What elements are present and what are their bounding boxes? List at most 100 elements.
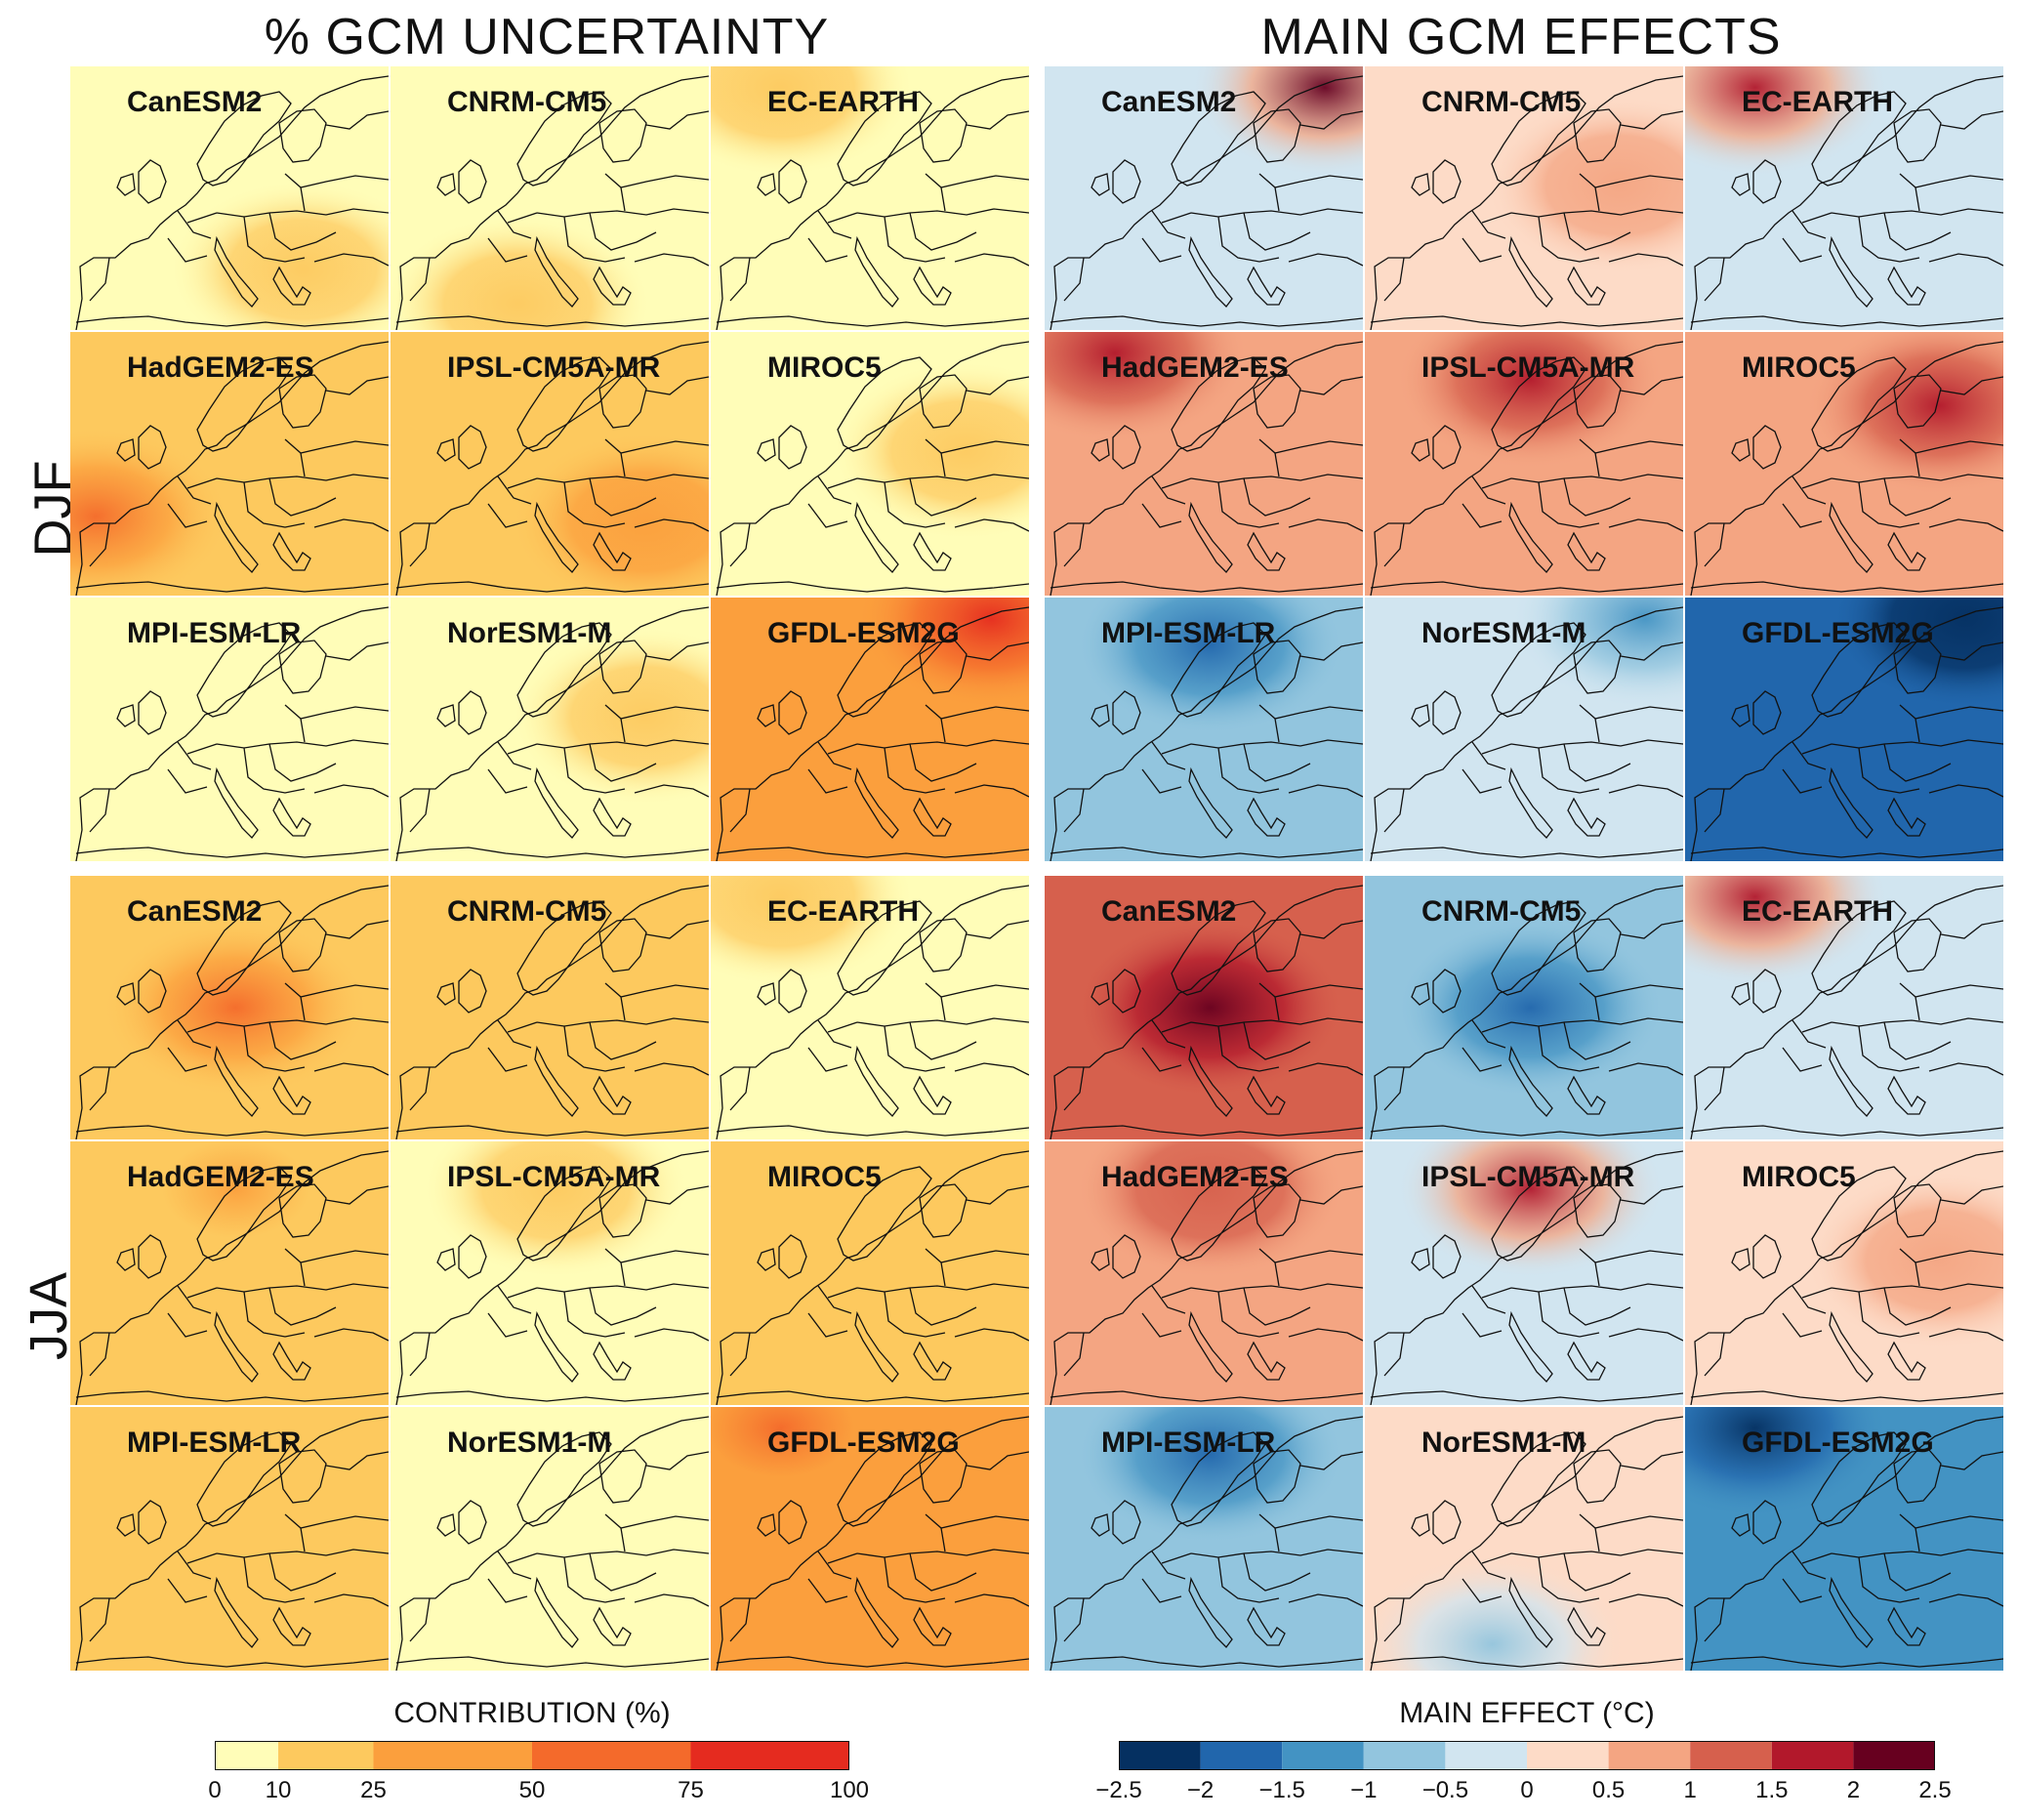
map-outline — [1151, 741, 1186, 770]
model-label: MPI-ESM-LR — [1101, 617, 1276, 649]
map-outline — [89, 1332, 110, 1377]
map-outline — [827, 477, 858, 489]
colorbar-contribution — [215, 1741, 849, 1770]
map-outline — [1690, 1390, 2003, 1402]
map-outline — [778, 1500, 807, 1545]
map-outline — [1899, 1513, 2003, 1529]
map-outline — [284, 982, 389, 998]
map-outline — [1704, 1597, 1725, 1642]
map-outline — [1752, 1500, 1782, 1545]
map-outline — [436, 982, 456, 1006]
map-outline — [1091, 1513, 1110, 1537]
map-field — [1685, 66, 2003, 330]
map-outline — [1462, 237, 1503, 263]
map-outline — [1573, 1183, 1622, 1238]
map-outline — [116, 173, 136, 196]
map-field — [391, 1407, 709, 1671]
map-outline — [325, 920, 389, 939]
field-hotspot — [1076, 1141, 1344, 1279]
map-outline — [1940, 920, 2003, 939]
map-outline — [1050, 1125, 1363, 1137]
map-outline — [1151, 476, 1186, 505]
map-outline — [598, 108, 647, 163]
map-outline — [507, 1021, 538, 1033]
map-outline — [1791, 1285, 1827, 1314]
map-outline — [186, 477, 218, 489]
map-outline — [1188, 1576, 1233, 1648]
map-outline — [1538, 747, 1600, 794]
map-outline — [1811, 356, 1907, 452]
map-outline — [1538, 1556, 1600, 1603]
map-outline — [1383, 1597, 1405, 1642]
map-outline — [1050, 341, 1363, 596]
map-outline — [1411, 982, 1430, 1006]
model-label: EC-EARTH — [1742, 895, 1893, 928]
map-outline — [300, 1262, 306, 1287]
map-outline — [598, 1449, 647, 1504]
map-outline — [300, 452, 306, 477]
map-outline — [1567, 797, 1606, 837]
map-outline — [409, 1066, 431, 1111]
map-panel-effect-jja-hadgem2-es: HadGEM2-ES — [1045, 1141, 1363, 1405]
map-outline — [1594, 186, 1600, 212]
map-field — [391, 66, 709, 330]
map-outline — [1791, 1019, 1827, 1049]
map-panel-effect-djf-mpi-esm-lr: MPI-ESM-LR — [1045, 598, 1363, 861]
map-outline — [1383, 1332, 1405, 1377]
map-outline — [1432, 690, 1462, 735]
map-outline — [1253, 108, 1301, 163]
model-label: EC-EARTH — [767, 86, 919, 118]
map-field — [711, 332, 1029, 596]
map-outline — [1370, 1416, 1683, 1671]
map-outline — [177, 1285, 212, 1314]
map-field — [1045, 66, 1363, 330]
map-outline — [1811, 1431, 1907, 1527]
map-outline — [1579, 704, 1683, 720]
map-outline — [1258, 1248, 1363, 1263]
map-outline — [1829, 1310, 1874, 1383]
map-outline — [807, 1047, 848, 1072]
map-outline — [837, 91, 932, 186]
map-outline — [1299, 1185, 1363, 1205]
colorbar-tick-label: 0.5 — [1591, 1777, 1626, 1803]
model-label: MIROC5 — [1742, 1161, 1856, 1193]
map-field — [391, 876, 709, 1139]
field-hotspot — [1685, 1407, 1889, 1518]
map-panel-uncertainty-jja-ipsl-cm5a-mr: IPSL-CM5A-MR — [391, 1141, 709, 1405]
map-outline — [1883, 477, 1952, 517]
map-outline — [620, 1262, 626, 1287]
map-outline — [954, 1062, 1029, 1076]
map-outline — [827, 212, 858, 224]
map-field — [70, 876, 389, 1139]
model-label: MIROC5 — [767, 352, 882, 384]
colorbar-swatch — [690, 1741, 849, 1770]
map-outline — [1151, 210, 1186, 239]
map-outline — [778, 425, 807, 470]
map-outline — [1299, 1451, 1363, 1470]
colorbar-swatch — [1608, 1741, 1691, 1770]
map-outline — [1829, 1045, 1874, 1117]
map-outline — [645, 1451, 709, 1470]
map-outline — [1811, 91, 1907, 186]
map-outline — [1594, 1262, 1600, 1287]
map-outline — [1243, 1552, 1311, 1592]
field-hotspot — [1045, 332, 1249, 443]
map-outline — [436, 438, 456, 462]
map-outline — [854, 1045, 899, 1117]
map-outline — [325, 110, 389, 130]
map-outline — [278, 1183, 327, 1238]
map-outline — [196, 1431, 292, 1527]
map-outline — [1050, 606, 1363, 861]
map-outline — [75, 1656, 389, 1668]
map-outline — [272, 266, 311, 306]
map-outline — [116, 704, 136, 727]
map-outline — [1141, 1578, 1182, 1603]
map-outline — [1141, 768, 1182, 794]
map-outline — [1141, 503, 1182, 528]
model-label: EC-EARTH — [1742, 86, 1893, 118]
map-outline — [604, 704, 709, 720]
map-outline — [167, 237, 208, 263]
map-outline — [487, 1312, 528, 1338]
map-outline — [884, 481, 946, 528]
map-outline — [1112, 969, 1141, 1013]
